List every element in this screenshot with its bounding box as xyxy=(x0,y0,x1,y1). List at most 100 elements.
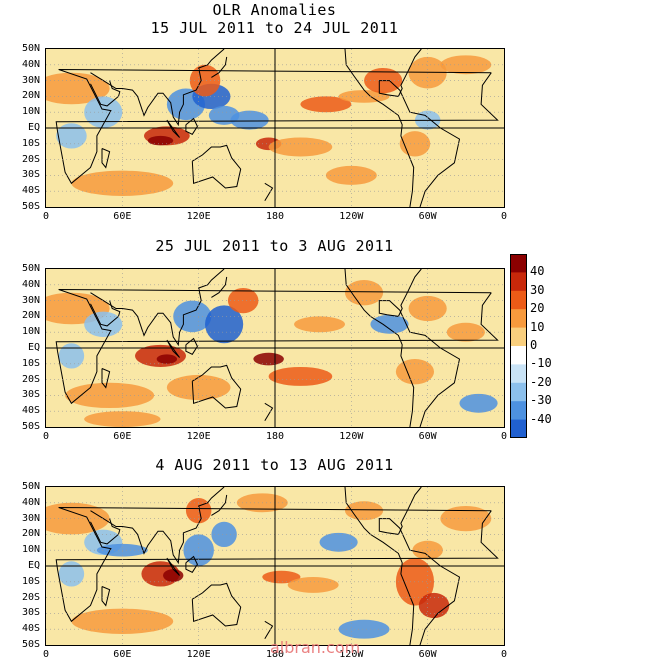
coastlines-2 xyxy=(55,269,499,427)
latitude-label: EQ xyxy=(27,122,40,133)
latitude-label: 40S xyxy=(21,185,40,197)
colorbar-swatch xyxy=(510,419,527,439)
coastline xyxy=(344,269,415,427)
coastline xyxy=(166,557,181,576)
anomaly-blob xyxy=(300,96,352,113)
anomaly-blob xyxy=(338,619,390,639)
anomaly-blob xyxy=(262,570,301,584)
anomaly-blob xyxy=(440,505,492,532)
map-panel-3-svg xyxy=(46,487,504,645)
anomaly-blob xyxy=(205,305,244,344)
anomaly-blob xyxy=(325,165,377,185)
anomaly-blob xyxy=(344,280,384,306)
latitude-label: 30S xyxy=(21,169,40,181)
anomaly-blob xyxy=(84,411,161,427)
longitude-label: 0 xyxy=(500,649,508,660)
colorbar-border xyxy=(510,254,527,438)
coastline xyxy=(264,182,274,201)
colorbar-tick-label: 0 xyxy=(530,338,538,352)
anomaly-blob xyxy=(84,96,123,128)
anomaly-blob xyxy=(319,532,358,552)
latitude-label: 50N xyxy=(21,43,40,54)
latitude-label: 50N xyxy=(21,263,40,274)
colorbar-swatch xyxy=(510,401,527,421)
colorbar-swatch xyxy=(510,364,527,384)
anomaly-blob xyxy=(418,592,450,619)
longitude-label: 180 xyxy=(265,431,285,442)
latitude-label: EQ xyxy=(27,342,40,353)
latitude-label: 40N xyxy=(21,58,40,70)
anomaly-blob xyxy=(294,316,345,333)
panel-2-title: 25 JUL 2011 to 3 AUG 2011 xyxy=(155,237,394,255)
colorbar-swatch xyxy=(510,309,527,329)
anomaly-blob xyxy=(440,55,492,75)
gridlines-2 xyxy=(46,269,504,427)
coastline xyxy=(185,337,198,355)
longitude-label: 0 xyxy=(500,211,508,222)
map-panel-1 xyxy=(45,48,505,208)
anomaly-blob xyxy=(58,343,85,369)
latitude-label: 10S xyxy=(21,357,40,369)
coastline xyxy=(378,487,461,645)
coastline xyxy=(264,620,274,639)
latitude-label: 10S xyxy=(21,575,40,587)
coastlines-1 xyxy=(55,49,499,207)
colorbar-tick-label: 10 xyxy=(530,319,545,334)
colorbar-tick-label: 40 xyxy=(530,264,545,279)
anomaly-blob xyxy=(185,498,212,524)
coastline xyxy=(344,487,415,645)
anomaly-blob xyxy=(268,137,333,157)
colorbar-swatch xyxy=(510,346,527,365)
latitude-label: 20N xyxy=(21,528,40,540)
coastline xyxy=(378,49,461,207)
anomaly-blob xyxy=(227,287,259,314)
coastline xyxy=(166,119,181,138)
panel-3-title: 4 AUG 2011 to 13 AUG 2011 xyxy=(155,456,394,474)
latitude-label: 10N xyxy=(21,326,40,338)
anomaly-blob xyxy=(370,314,409,334)
latitude-label: 40S xyxy=(21,623,40,635)
anomaly-blob xyxy=(71,170,174,196)
coastline xyxy=(185,555,198,573)
longitude-label: 60E xyxy=(113,211,132,222)
coastline xyxy=(378,269,461,427)
colorbar-tick-label: 30 xyxy=(530,282,545,297)
map-panel-3 xyxy=(45,486,505,646)
longitude-label: 120E xyxy=(186,431,211,442)
colorbar-swatch xyxy=(510,290,527,310)
anomaly-blob xyxy=(408,295,447,322)
watermark: albran.com xyxy=(270,638,361,657)
longitude-label: 60W xyxy=(418,649,437,660)
latitude-label: 10N xyxy=(21,106,40,118)
colorbar-tick-label: -10 xyxy=(530,356,552,371)
anomaly-blob xyxy=(268,366,333,386)
longitude-label: 180 xyxy=(265,649,285,660)
coastlines-3 xyxy=(55,487,499,645)
anomaly-blob xyxy=(56,123,87,149)
coastline xyxy=(101,148,111,169)
latitude-label: 30N xyxy=(21,512,40,524)
coastline xyxy=(90,49,225,127)
colorbar-tick-label: -30 xyxy=(530,393,552,408)
coastline xyxy=(185,117,198,135)
longitude-label: 120E xyxy=(186,649,211,660)
latitude-label: 30N xyxy=(21,74,40,86)
anomaly-blob xyxy=(166,374,231,401)
longitude-label: 0 xyxy=(42,649,50,660)
colorbar-tick-label: -40 xyxy=(530,411,552,426)
anomaly-blob xyxy=(65,382,155,409)
coastline xyxy=(55,69,499,185)
coastline xyxy=(191,364,242,409)
anomaly-field-1 xyxy=(46,55,492,196)
anomaly-blob xyxy=(71,608,174,634)
latitude-label: 20N xyxy=(21,310,40,322)
latitude-label: EQ xyxy=(27,560,40,571)
anomaly-blob xyxy=(446,322,485,342)
coastline xyxy=(264,402,274,421)
colorbar-swatch xyxy=(510,327,527,347)
coastline xyxy=(191,582,242,627)
anomaly-blob xyxy=(412,540,443,560)
longitude-label: 0 xyxy=(42,211,50,222)
anomaly-field-2 xyxy=(46,280,498,427)
latitude-label: 20S xyxy=(21,153,40,165)
